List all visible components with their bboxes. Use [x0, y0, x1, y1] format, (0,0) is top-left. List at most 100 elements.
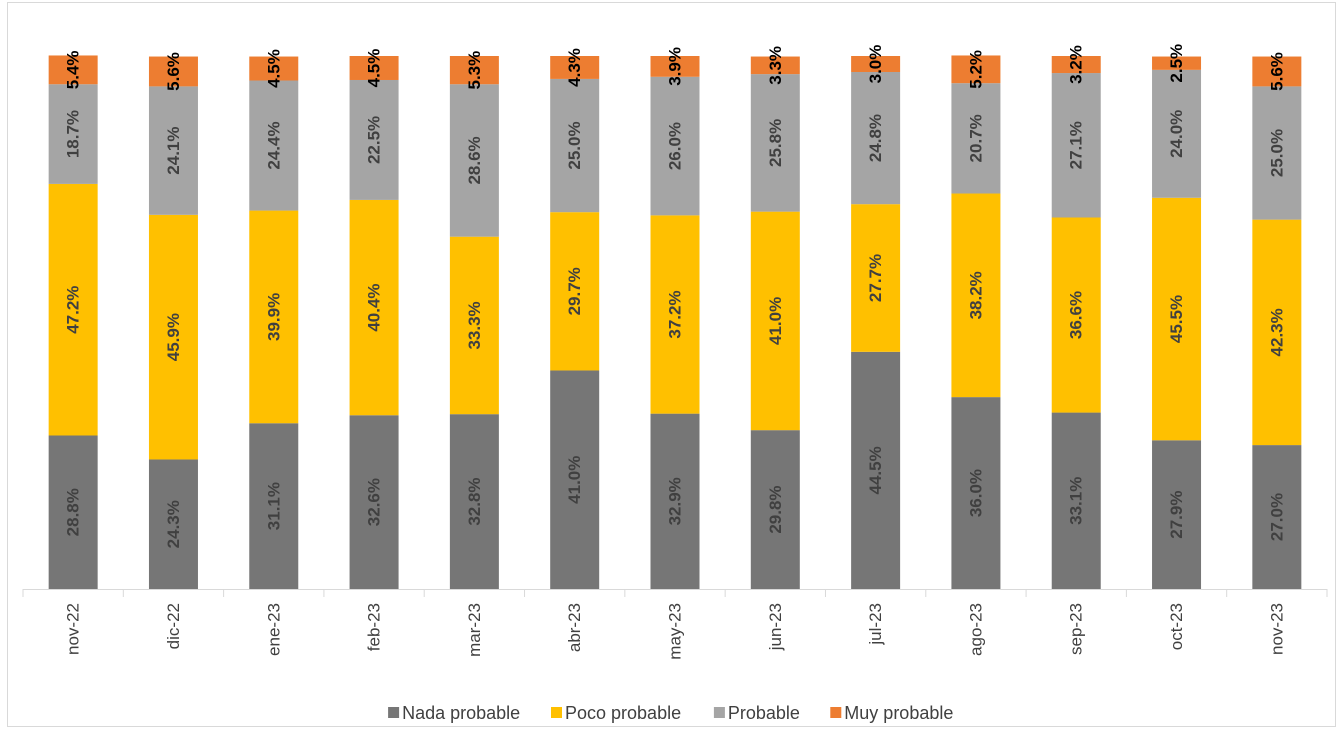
bar-probable-ago-23: [951, 83, 1001, 194]
bar-poco-probable-abr-23: [550, 212, 600, 371]
bar-muy-probable-ago-23: [951, 55, 1001, 84]
data-label-nada-probable-jul-23: 44.5%: [866, 446, 885, 494]
data-label-poco-probable-oct-23: 45.5%: [1167, 295, 1186, 343]
data-label-nada-probable-oct-23: 27.9%: [1167, 491, 1186, 539]
data-label-probable-abr-23: 25.0%: [565, 121, 584, 169]
bar-nada-probable-jul-23: [851, 351, 901, 589]
data-label-probable-sep-23: 27.1%: [1067, 121, 1086, 169]
data-label-probable-dic-22: 24.1%: [164, 127, 183, 175]
bar-muy-probable-ene-23: [249, 56, 299, 81]
bar-muy-probable-sep-23: [1051, 56, 1101, 74]
bar-poco-probable-sep-23: [1051, 217, 1101, 413]
data-label-nada-probable-feb-23: 32.6%: [365, 478, 384, 526]
x-tick-label-ene-23: ene-23: [264, 603, 283, 656]
legend-swatch-nada-probable: [388, 707, 400, 718]
data-label-probable-mar-23: 28.6%: [465, 136, 484, 184]
bar-nada-probable-mar-23: [449, 414, 499, 589]
bar-muy-probable-feb-23: [349, 56, 399, 80]
bar-nada-probable-may-23: [650, 413, 700, 589]
x-tick-label-jun-23: jun-23: [766, 603, 785, 651]
bar-probable-mar-23: [449, 84, 499, 237]
x-tick-label-jul-23: jul-23: [866, 603, 885, 646]
bar-nada-probable-jun-23: [750, 430, 800, 589]
data-label-poco-probable-sep-23: 36.6%: [1067, 291, 1086, 339]
data-label-muy-probable-ene-23: 4.5%: [264, 49, 283, 88]
bar-probable-dic-22: [148, 86, 198, 215]
bar-nada-probable-ago-23: [951, 397, 1001, 589]
bar-muy-probable-may-23: [650, 56, 700, 77]
x-tick-label-abr-23: abr-23: [565, 603, 584, 652]
bar-poco-probable-dic-22: [148, 214, 198, 460]
data-label-probable-may-23: 26.0%: [666, 122, 685, 170]
bar-poco-probable-jul-23: [851, 204, 901, 352]
data-label-nada-probable-dic-22: 24.3%: [164, 500, 183, 548]
bar-poco-probable-ago-23: [951, 193, 1001, 398]
bar-poco-probable-oct-23: [1152, 197, 1202, 441]
x-tick-label-oct-23: oct-23: [1167, 603, 1186, 650]
data-label-nada-probable-may-23: 32.9%: [666, 477, 685, 525]
bar-poco-probable-jun-23: [750, 211, 800, 431]
data-label-nada-probable-mar-23: 32.8%: [465, 477, 484, 525]
bar-muy-probable-jun-23: [750, 56, 800, 75]
bar-probable-nov-22: [48, 84, 98, 184]
data-label-poco-probable-dic-22: 45.9%: [164, 313, 183, 361]
data-label-poco-probable-mar-23: 33.3%: [465, 301, 484, 349]
data-label-muy-probable-ago-23: 5.2%: [966, 50, 985, 89]
bar-poco-probable-may-23: [650, 215, 700, 414]
data-label-poco-probable-feb-23: 40.4%: [365, 283, 384, 331]
data-label-muy-probable-sep-23: 3.2%: [1067, 45, 1086, 84]
data-label-nada-probable-ene-23: 31.1%: [264, 482, 283, 530]
bar-nada-probable-abr-23: [550, 370, 600, 589]
bar-nada-probable-nov-23: [1252, 445, 1302, 589]
bar-probable-sep-23: [1051, 73, 1101, 218]
x-tick-label-may-23: may-23: [666, 603, 685, 660]
data-label-poco-probable-jun-23: 41.0%: [766, 297, 785, 345]
data-label-poco-probable-nov-22: 47.2%: [64, 286, 83, 334]
data-label-nada-probable-nov-23: 27.0%: [1267, 493, 1286, 541]
data-label-nada-probable-nov-22: 28.8%: [64, 488, 83, 536]
bar-probable-jul-23: [851, 71, 901, 205]
data-label-muy-probable-nov-22: 5.4%: [64, 50, 83, 89]
bar-probable-abr-23: [550, 78, 600, 213]
legend-swatch-poco-probable: [551, 707, 562, 718]
data-label-probable-jun-23: 25.8%: [766, 119, 785, 167]
data-label-nada-probable-ago-23: 36.0%: [966, 469, 985, 517]
bar-muy-probable-oct-23: [1152, 56, 1202, 70]
x-tick-label-mar-23: mar-23: [465, 603, 484, 657]
data-label-poco-probable-ene-23: 39.9%: [264, 293, 283, 341]
bar-muy-probable-nov-23: [1252, 56, 1302, 87]
bar-poco-probable-feb-23: [349, 199, 399, 416]
bar-nada-probable-dic-22: [148, 459, 198, 589]
data-label-muy-probable-nov-23: 5.6%: [1267, 52, 1286, 91]
bar-nada-probable-sep-23: [1051, 412, 1101, 589]
data-label-nada-probable-abr-23: 41.0%: [565, 456, 584, 504]
legend-label-poco-probable: Poco probable: [565, 703, 681, 723]
bar-muy-probable-dic-22: [148, 56, 198, 87]
bar-nada-probable-nov-22: [48, 435, 98, 589]
legend-label-nada-probable: Nada probable: [402, 703, 520, 723]
bar-poco-probable-nov-23: [1252, 219, 1302, 446]
x-tick-label-ago-23: ago-23: [966, 603, 985, 656]
data-label-nada-probable-jun-23: 29.8%: [766, 485, 785, 533]
data-label-muy-probable-feb-23: 4.5%: [365, 49, 384, 88]
bar-muy-probable-abr-23: [550, 56, 600, 79]
data-label-muy-probable-jul-23: 3.0%: [866, 45, 885, 84]
data-label-muy-probable-may-23: 3.9%: [666, 47, 685, 86]
data-label-probable-nov-23: 25.0%: [1267, 129, 1286, 177]
data-label-poco-probable-jul-23: 27.7%: [866, 254, 885, 302]
data-label-poco-probable-abr-23: 29.7%: [565, 267, 584, 315]
data-label-poco-probable-ago-23: 38.2%: [966, 271, 985, 319]
bar-probable-jun-23: [750, 74, 800, 212]
bar-nada-probable-feb-23: [349, 415, 399, 589]
legend-label-muy-probable: Muy probable: [844, 703, 953, 723]
data-label-nada-probable-sep-23: 33.1%: [1067, 477, 1086, 525]
legend-label-probable: Probable: [728, 703, 800, 723]
x-tick-label-nov-22: nov-22: [64, 603, 83, 655]
bar-probable-ene-23: [249, 80, 299, 211]
bar-muy-probable-mar-23: [449, 56, 499, 85]
legend-swatch-probable: [713, 707, 725, 718]
x-tick-label-dic-22: dic-22: [164, 603, 183, 649]
data-label-muy-probable-abr-23: 4.3%: [565, 48, 584, 87]
bar-probable-nov-23: [1252, 86, 1302, 220]
